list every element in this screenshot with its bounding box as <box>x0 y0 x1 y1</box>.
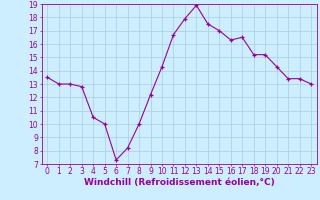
X-axis label: Windchill (Refroidissement éolien,°C): Windchill (Refroidissement éolien,°C) <box>84 178 275 187</box>
